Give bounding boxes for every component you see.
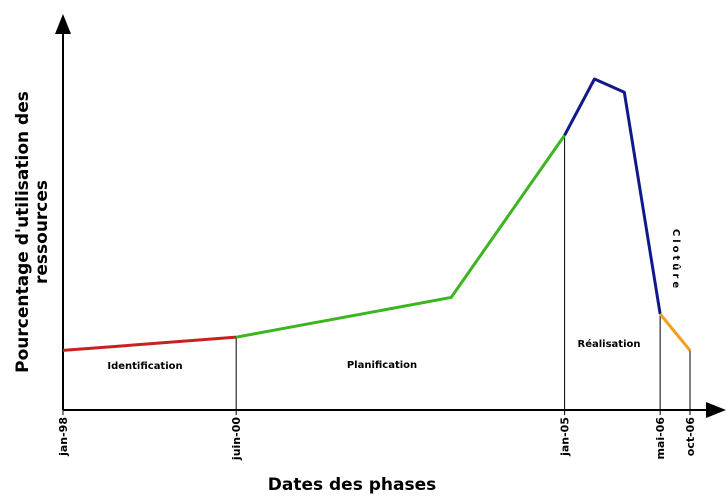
phase-label: Planification (347, 360, 417, 371)
x-axis-title: Dates des phases (268, 475, 437, 495)
x-tick-label: juin-00 (230, 417, 243, 461)
series-line (62, 335, 237, 352)
x-tick-label: jan-05 (559, 417, 572, 457)
phase-label: Clotûre (670, 229, 682, 291)
x-tick-label: jan-98 (57, 417, 70, 457)
phase-label: Réalisation (578, 338, 641, 350)
x-tick-label: oct-06 (684, 417, 697, 457)
x-tick-label: mai-06 (654, 417, 667, 460)
series-line (235, 134, 566, 339)
series-line (563, 77, 662, 315)
series-line (658, 313, 692, 352)
phase-label: Identification (107, 361, 182, 372)
y-axis-title: Pourcentage d'utilisation desressources (13, 91, 52, 373)
